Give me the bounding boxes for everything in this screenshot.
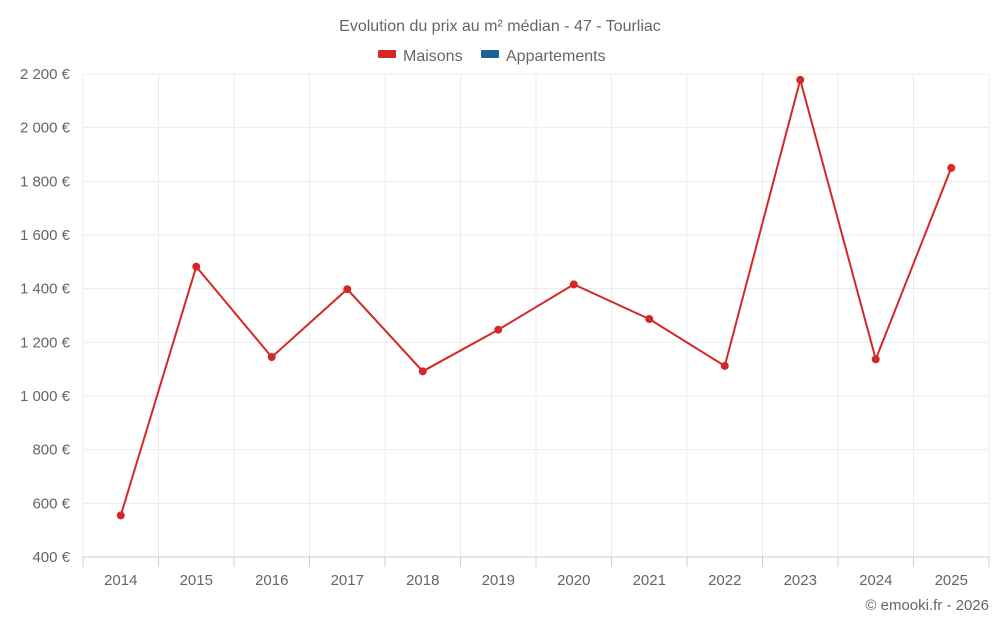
- credit: © emooki.fr - 2026: [865, 597, 989, 614]
- legend-item-maisons[interactable]: Maisons: [378, 48, 463, 65]
- data-point-maisons-2017[interactable]: [343, 285, 352, 294]
- data-point-maisons-2019[interactable]: [494, 325, 503, 334]
- series-line-maisons: [119, 76, 953, 516]
- y-tick-label: 600 €: [32, 495, 70, 512]
- y-tick-label: 800 €: [32, 442, 70, 459]
- y-tick-label: 1 200 €: [20, 334, 71, 351]
- data-point-maisons-2015[interactable]: [192, 262, 201, 271]
- data-point-maisons-2025[interactable]: [947, 163, 956, 172]
- data-point-maisons-2016[interactable]: [267, 353, 276, 362]
- x-tick-label: 2021: [633, 572, 666, 589]
- y-tick-label: 1 400 €: [20, 281, 71, 298]
- legend-swatch-appartements: [481, 50, 499, 58]
- y-tick-label: 1 800 €: [20, 173, 71, 190]
- legend-item-appartements[interactable]: Appartements: [481, 48, 606, 65]
- data-point-maisons-2021[interactable]: [645, 314, 654, 323]
- x-tick-label: 2017: [331, 572, 364, 589]
- legend-swatch-maisons: [378, 50, 396, 58]
- data-point-maisons-2022[interactable]: [720, 361, 729, 370]
- x-tick-label: 2020: [557, 572, 590, 589]
- x-tick-label: 2014: [104, 572, 137, 589]
- y-axis-ticks: 400 € 600 € 800 € 1 000 € 1 200 € 1 400 € 1 60…: [20, 66, 71, 566]
- data-point-maisons-2014[interactable]: [116, 511, 125, 520]
- x-tick-label: 2023: [784, 572, 817, 589]
- legend-label-appartements: Appartements: [506, 48, 606, 65]
- data-point-maisons-2018[interactable]: [418, 367, 427, 376]
- y-tick-label: 2 000 €: [20, 120, 71, 137]
- series: [116, 75, 956, 520]
- x-tick-label: 2025: [935, 572, 968, 589]
- y-tick-label: 1 000 €: [20, 388, 71, 405]
- chart-title: Evolution du prix au m² médian - 47 - To…: [339, 18, 661, 35]
- x-axis-ticks: 2014 2015 2016 2017 2018 2019 2020 2021 2022 2023…: [82, 557, 990, 589]
- x-tick-label: 2019: [482, 572, 515, 589]
- gridlines: [82, 73, 990, 557]
- legend: Maisons Appartements: [378, 48, 606, 65]
- x-tick-label: 2018: [406, 572, 439, 589]
- y-tick-label: 400 €: [32, 549, 70, 566]
- legend-label-maisons: Maisons: [403, 48, 463, 65]
- x-tick-label: 2016: [255, 572, 288, 589]
- data-point-maisons-2020[interactable]: [569, 280, 578, 289]
- x-tick-label: 2024: [859, 572, 892, 589]
- x-tick-label: 2015: [180, 572, 213, 589]
- x-tick-label: 2022: [708, 572, 741, 589]
- y-tick-label: 1 600 €: [20, 227, 71, 244]
- y-tick-label: 2 200 €: [20, 66, 71, 83]
- data-point-maisons-2023[interactable]: [796, 75, 805, 84]
- data-point-maisons-2024[interactable]: [871, 355, 880, 364]
